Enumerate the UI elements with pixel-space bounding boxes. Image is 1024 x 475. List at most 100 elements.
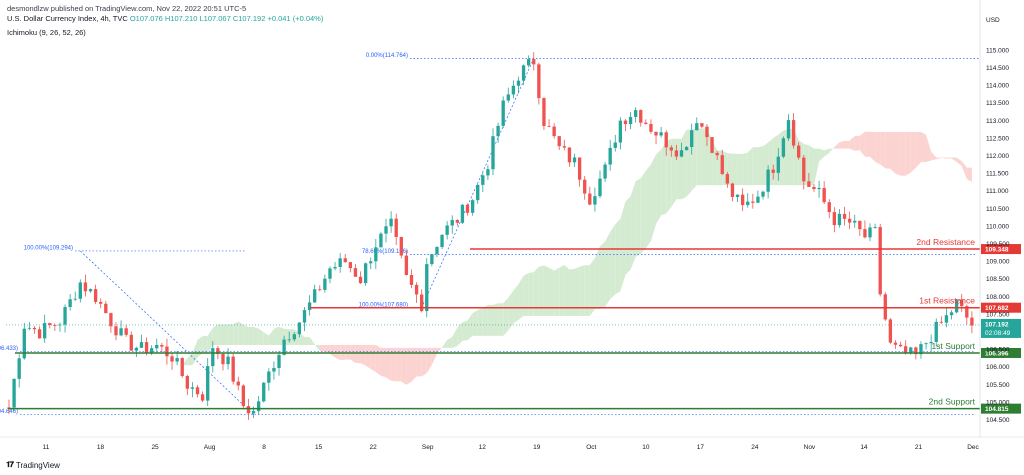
candle-body (379, 233, 383, 248)
y-tick-label: 109.000 (986, 259, 1010, 266)
candle-body (363, 263, 368, 284)
candle-body (669, 147, 673, 151)
candle-body (155, 344, 159, 349)
cloud-segment (401, 347, 407, 385)
y-tick-label: 110.500 (986, 206, 1009, 213)
candle-body (17, 358, 21, 379)
cloud-segment (228, 324, 234, 345)
candle-body (868, 227, 872, 238)
cloud-segment (915, 132, 921, 168)
cloud-segment (233, 321, 239, 345)
candle-body (211, 348, 215, 367)
cloud-segment (839, 140, 845, 149)
candle-body (781, 138, 786, 157)
cloud-segment (594, 246, 600, 310)
cloud-segment (370, 344, 376, 373)
cloud-segment (151, 368, 157, 383)
candle-body (547, 125, 551, 127)
cloud-segment (243, 324, 249, 345)
candle-body (786, 120, 791, 139)
tradingview-logo[interactable]: 𝟏𝟕 TradingView (6, 460, 60, 470)
cloud-segment (656, 149, 662, 225)
candle-body (700, 123, 704, 127)
cloud-segment (360, 344, 366, 366)
cloud-segment (533, 266, 539, 317)
candle-body (318, 289, 322, 291)
y-tick-label: 113.500 (986, 100, 1009, 107)
candle-body (323, 278, 327, 290)
y-tick-label: 106.500 (986, 347, 1010, 354)
candle-body (807, 181, 811, 187)
candle-body (633, 110, 638, 117)
candle-body (221, 354, 225, 365)
candle-body (99, 301, 103, 304)
price-axis[interactable]: USD104.500105.000105.500106.000106.50010… (979, 0, 1021, 437)
candle-body (954, 299, 959, 313)
candle-body (241, 385, 246, 407)
currency-label: USD (986, 17, 1000, 24)
support-label: 2nd Support (929, 397, 976, 407)
candle-body (440, 234, 444, 248)
candle-body (160, 344, 164, 347)
candle-body (73, 298, 77, 300)
cloud-segment (268, 328, 274, 345)
x-tick-label: Nov (804, 444, 816, 451)
candle-body (389, 218, 393, 227)
cloud-segment (187, 353, 193, 366)
candle-body (404, 255, 409, 275)
candle-body (603, 164, 607, 179)
cloud-segment (564, 264, 570, 317)
candle-body (7, 407, 11, 409)
cloud-segment (508, 290, 514, 331)
x-tick-label: 10 (642, 444, 650, 451)
candle-body (934, 321, 938, 342)
candle-body (292, 334, 296, 340)
candle-body (690, 130, 694, 147)
tradingview-logo-icon: 𝟏𝟕 (6, 460, 14, 469)
time-axis[interactable]: 11 18 25 Aug 8 15 22 Sep 12 19 Oct 10 17 24 Nov 14 21 Dec (0, 436, 1024, 451)
cloud-segment (365, 344, 371, 369)
candle-body (394, 218, 398, 237)
candle-body (282, 339, 286, 355)
candle-body (414, 284, 419, 295)
candle-body (797, 145, 801, 158)
symbol-name[interactable]: U.S. Dollar Currency Index, 4h, TVC (7, 14, 128, 23)
candle-body (740, 194, 745, 206)
cloud-segment (819, 148, 825, 162)
x-tick-label: Aug (204, 444, 216, 451)
x-tick-label: 24 (751, 444, 759, 451)
candle-body (817, 187, 821, 190)
cloud-segment (931, 151, 937, 161)
candle-body (170, 356, 174, 362)
candle-body (185, 375, 189, 389)
candle-body (226, 356, 230, 365)
support-price-tag (981, 403, 1021, 414)
candle-body (216, 348, 220, 355)
candle-body (970, 317, 974, 326)
candle-body (842, 213, 847, 219)
x-tick-label: 19 (533, 444, 541, 451)
candle-body (898, 344, 903, 347)
candle-body (262, 382, 266, 402)
indicator-label[interactable]: Ichimoku (9, 26, 52, 26) (7, 28, 86, 37)
y-tick-label: 108.000 (986, 294, 1010, 301)
cloud-segment (569, 268, 575, 317)
candle-body (618, 120, 623, 143)
candle-body (628, 116, 633, 125)
candle-body (832, 212, 837, 226)
candle-body (659, 132, 663, 136)
y-tick-label: 114.000 (986, 83, 1009, 90)
candle-body (776, 156, 780, 173)
support-resistance-levels: 2nd Resistance 109.348 1st Resistance 107.6… (8, 237, 1021, 414)
cloud-segment (442, 339, 448, 348)
cloud-segment (926, 134, 932, 162)
x-tick-label: 25 (151, 444, 159, 451)
cloud-segment (309, 336, 315, 345)
candle-body (144, 342, 149, 354)
candle-body (134, 347, 139, 351)
cloud-segment (645, 164, 651, 249)
candle-body (369, 261, 373, 264)
candle-body (374, 247, 378, 262)
y-tick-label: 108.500 (986, 276, 1010, 283)
